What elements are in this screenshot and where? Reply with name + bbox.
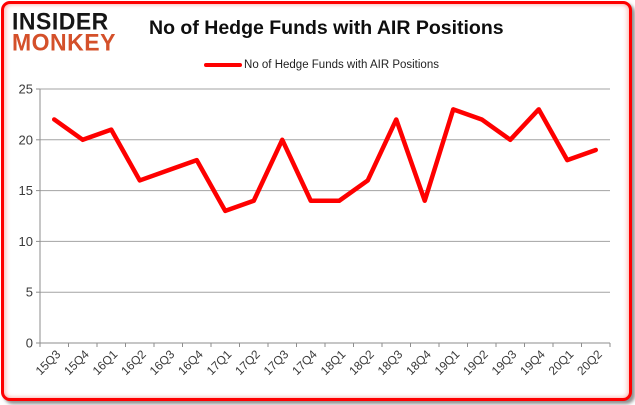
x-tick-label: 18Q2 <box>346 347 377 378</box>
x-tick-label: 20Q2 <box>574 347 605 378</box>
legend-line-swatch <box>204 63 243 67</box>
series-line <box>52 107 598 214</box>
x-tick-label: 15Q4 <box>61 347 92 378</box>
x-tick-label: 19Q1 <box>432 347 463 378</box>
x-tick-label: 17Q4 <box>289 347 320 378</box>
x-tick-label: 16Q3 <box>147 347 178 378</box>
logo-line1: INSIDER <box>12 7 109 35</box>
legend-label: No of Hedge Funds with AIR Positions <box>244 59 439 71</box>
x-tick-label: 17Q1 <box>204 347 235 378</box>
x-tick-label: 16Q1 <box>90 347 121 378</box>
insider-monkey-logo: INSIDER MONKEY <box>12 7 116 56</box>
y-tick-label: 20 <box>19 132 33 147</box>
legend: No of Hedge Funds with AIR Positions <box>4 59 635 71</box>
y-tick-label: 15 <box>19 183 33 198</box>
logo-line2: MONKEY <box>12 28 116 56</box>
y-tick-label: 25 <box>19 82 33 97</box>
x-tick-label: 15Q3 <box>33 347 64 378</box>
page-title: No of Hedge Funds with AIR Positions <box>149 17 504 39</box>
x-tick-label: 19Q2 <box>460 347 491 378</box>
y-tick-label: 10 <box>19 234 33 249</box>
x-tick-label: 18Q1 <box>318 347 349 378</box>
x-tick-label: 17Q3 <box>261 347 292 378</box>
x-tick-label: 18Q3 <box>375 347 406 378</box>
y-tick-label: 5 <box>26 285 33 300</box>
x-tick-label: 20Q1 <box>546 347 577 378</box>
x-tick-label: 16Q2 <box>118 347 149 378</box>
x-tick-label: 19Q4 <box>517 347 548 378</box>
y-tick-label: 0 <box>26 336 33 351</box>
x-tick-label: 19Q3 <box>489 347 520 378</box>
x-tick-label: 16Q4 <box>175 347 206 378</box>
x-tick-label: 18Q4 <box>403 347 434 378</box>
x-tick-label: 17Q2 <box>232 347 263 378</box>
